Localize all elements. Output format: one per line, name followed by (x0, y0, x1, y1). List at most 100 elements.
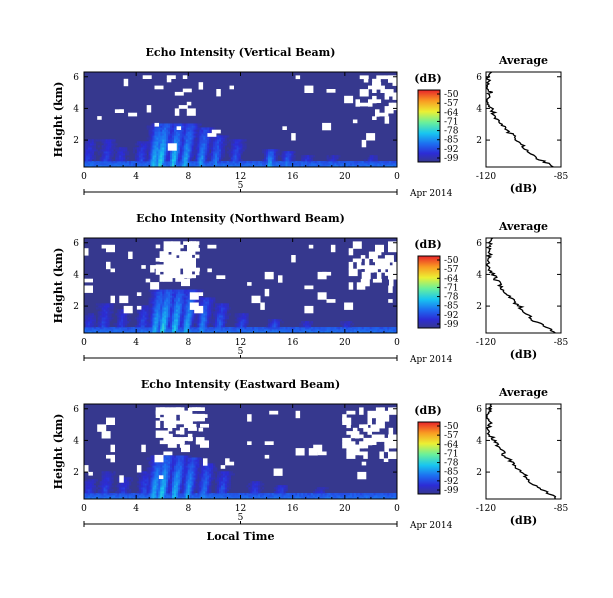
panel-1: Echo Intensity (Vertical Beam) 0 4 8 12 16 20 0… (52, 46, 569, 199)
average-profile: Average 2 4 6 -120 -85 (dB) (476, 54, 569, 195)
x-tick-label: 4 (133, 172, 139, 182)
average-y-tick-label: 2 (476, 136, 482, 146)
average-profile-line (485, 237, 556, 334)
y-tick-label: 2 (73, 302, 79, 312)
x-tick-label: 12 (235, 504, 246, 514)
colorbar-label: (dB) (414, 238, 441, 251)
colorbar-tick-label: -64 (444, 440, 459, 450)
colorbar-tick-label: -50 (444, 90, 459, 100)
average-frame (485, 403, 562, 500)
missing-data-gaps (84, 407, 397, 483)
x-tick-label: 20 (339, 338, 351, 348)
y-tick-label: 4 (73, 270, 79, 280)
colorbar (417, 421, 441, 495)
colorbar-tick-label: -99 (444, 320, 459, 330)
panel-3: Echo Intensity (Eastward Beam) 0 4 8 12 16 20 0… (52, 378, 569, 543)
colorbar (417, 89, 441, 163)
missing-data-gaps (84, 241, 397, 314)
colorbar-tick-label: -50 (444, 256, 459, 266)
colorbar-tick-label: -85 (444, 302, 459, 312)
x-tick-label: 12 (235, 172, 246, 182)
colorbar-tick-label: -92 (444, 145, 459, 155)
average-x-tick-label: -120 (476, 338, 496, 348)
average-x-label: (dB) (510, 514, 537, 527)
colorbar-tick-label: -57 (444, 99, 459, 109)
average-y-tick-label: 6 (476, 405, 482, 415)
average-y-tick-label: 6 (476, 239, 482, 249)
average-y-tick-label: 4 (476, 270, 482, 280)
colorbar-tick-label: -57 (444, 265, 459, 275)
average-y-tick-label: 4 (476, 436, 482, 446)
y-axis-label: Height (km) (52, 82, 65, 158)
date-axis-month: Apr 2014 (409, 355, 453, 365)
average-title: Average (498, 54, 548, 67)
colorbar-tick-label: -71 (444, 449, 459, 459)
y-tick-label: 6 (73, 73, 79, 83)
average-x-tick-label: -85 (554, 172, 569, 182)
x-tick-label: 20 (339, 504, 351, 514)
missing-data-gaps (97, 75, 397, 151)
average-x-tick-label: -85 (554, 504, 569, 514)
colorbar-label: (dB) (414, 404, 441, 417)
average-x-label: (dB) (510, 348, 537, 361)
x-tick-label: 0 (394, 504, 400, 514)
x-tick-label: 0 (394, 172, 400, 182)
x-tick-label: 8 (185, 504, 191, 514)
colorbar-tick-label: -85 (444, 468, 459, 478)
date-axis-month: Apr 2014 (409, 521, 453, 531)
y-tick-label: 4 (73, 436, 79, 446)
colorbar-tick-label: -99 (444, 154, 459, 164)
average-x-tick-label: -120 (476, 504, 496, 514)
x-tick-label: 0 (81, 172, 87, 182)
average-y-tick-label: 2 (476, 468, 482, 478)
x-tick-label: 4 (133, 504, 139, 514)
x-tick-label: 16 (287, 504, 299, 514)
colorbar-tick-label: -71 (444, 283, 459, 293)
colorbar (417, 255, 441, 329)
average-title: Average (498, 220, 548, 233)
colorbar-tick-label: -71 (444, 117, 459, 127)
panel-title: Echo Intensity (Northward Beam) (136, 212, 345, 225)
x-tick-label: 16 (287, 338, 299, 348)
colorbar-tick-label: -78 (444, 459, 459, 469)
x-axis-label: Local Time (207, 530, 275, 543)
average-profile-line (485, 71, 554, 168)
average-profile-line (486, 403, 557, 500)
average-title: Average (498, 386, 548, 399)
panel-2: Echo Intensity (Northward Beam)0 4 8 12 16 20… (52, 212, 569, 365)
y-tick-label: 2 (73, 136, 79, 146)
average-y-tick-label: 4 (476, 104, 482, 114)
average-y-tick-label: 2 (476, 302, 482, 312)
colorbar-tick-label: -99 (444, 486, 459, 496)
colorbar-tick-label: -92 (444, 477, 459, 487)
x-tick-label: 0 (81, 338, 87, 348)
x-tick-label: 12 (235, 338, 246, 348)
x-tick-label: 4 (133, 338, 139, 348)
colorbar-tick-label: -92 (444, 311, 459, 321)
average-x-label: (dB) (510, 182, 537, 195)
echo-heatmap (84, 455, 398, 500)
x-tick-label: 0 (394, 338, 400, 348)
average-y-tick-label: 6 (476, 73, 482, 83)
x-tick-label: 0 (81, 504, 87, 514)
average-x-tick-label: -85 (554, 338, 569, 348)
colorbar-tick-label: -50 (444, 422, 459, 432)
date-axis-month: Apr 2014 (409, 189, 453, 199)
y-tick-label: 6 (73, 239, 79, 249)
x-tick-label: 16 (287, 172, 299, 182)
average-x-tick-label: -120 (476, 172, 496, 182)
colorbar-tick-label: -78 (444, 127, 459, 137)
average-profile: Average 2 4 6 -120 -85 (dB) (476, 386, 569, 527)
echo-heatmap (84, 123, 398, 168)
colorbar-tick-label: -57 (444, 431, 459, 441)
colorbar-label: (dB) (414, 72, 441, 85)
x-tick-label: 20 (339, 172, 351, 182)
y-tick-label: 4 (73, 104, 79, 114)
date-axis-day: 5 (238, 181, 244, 191)
average-profile: Average 2 4 6 -120 -85 (dB) (476, 220, 569, 361)
y-axis-label: Height (km) (52, 248, 65, 324)
x-tick-label: 8 (185, 172, 191, 182)
panel-title: Echo Intensity (Vertical Beam) (145, 46, 335, 59)
panel-title: Echo Intensity (Eastward Beam) (141, 378, 340, 391)
